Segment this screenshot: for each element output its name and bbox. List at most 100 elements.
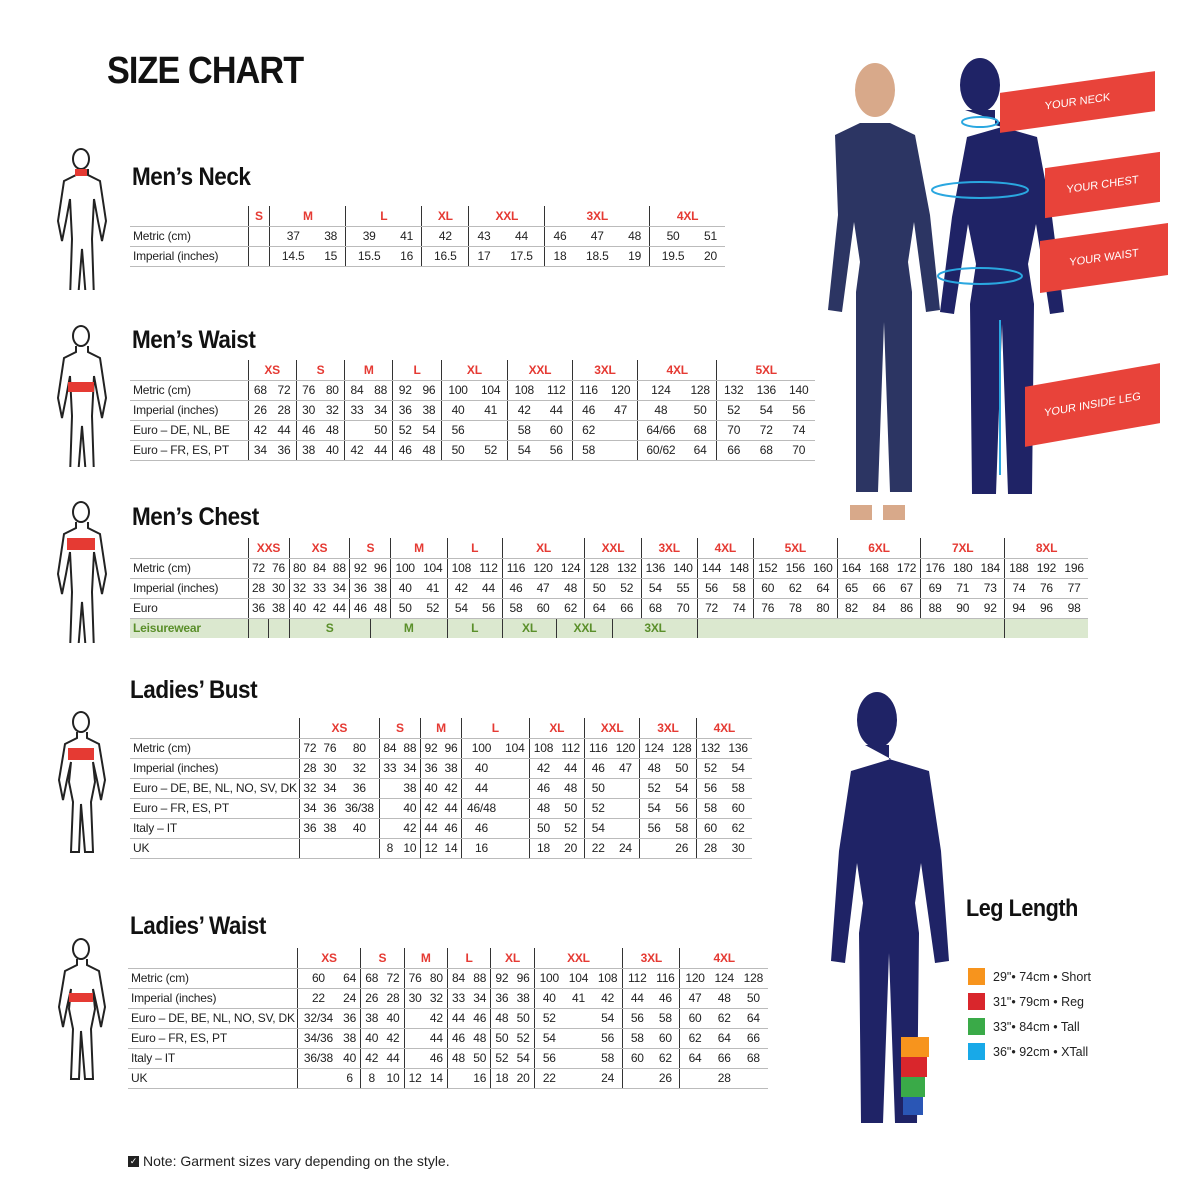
table-cell: 84 <box>344 380 369 401</box>
size-header-row: XXS XS S M L XL XXL 3XL 4XL 5XL 6XL 7XL 8XL <box>130 538 1088 559</box>
size-label: S <box>378 718 421 739</box>
size-label: M <box>390 538 448 559</box>
table-cell: 116 <box>571 380 605 401</box>
table-cell: 46/48 <box>461 798 501 819</box>
table-row: Italy – IT 36/38 40 42 44 46 48 50 52 54 56 58 60 62 6… <box>128 1048 768 1069</box>
leg-length-heading: Leg Length <box>966 895 1078 922</box>
table-cell: 44 <box>540 400 573 421</box>
table-cell: 172 <box>892 558 921 579</box>
table-cell: 33 <box>344 400 369 421</box>
table-cell: 41 <box>419 578 448 599</box>
table-cell: 34 <box>247 440 273 461</box>
size-label: 4XL <box>679 948 768 969</box>
table-cell: 43 <box>468 226 499 247</box>
table-cell: 73 <box>976 578 1005 599</box>
leisurewear-row: Leisurewear S M L XL XXL 3XL <box>130 618 1088 638</box>
size-label: M <box>269 206 346 227</box>
table-cell: 46 <box>528 778 558 799</box>
table-cell: 32 <box>298 778 320 799</box>
size-label: S <box>360 948 405 969</box>
size-label: 3XL <box>640 538 698 559</box>
mens-waist-table: XS S M L XL XXL 3XL 4XL 5XL Metric (cm) 68 72 76 80 84… <box>130 360 815 461</box>
size-label: M <box>403 948 448 969</box>
table-cell: 30 <box>268 578 289 599</box>
table-cell: 34 <box>319 778 340 799</box>
table-cell: 24 <box>593 1068 623 1089</box>
table-cell: 54 <box>724 758 752 779</box>
table-cell: 80 <box>288 558 310 579</box>
table-cell: 46 <box>425 1048 448 1069</box>
measurement-arrows <box>931 116 1029 475</box>
table-cell: 72 <box>272 380 297 401</box>
table-cell: 128 <box>667 738 697 759</box>
table-cell: 17.5 <box>498 246 545 267</box>
row-label: Metric (cm) <box>128 968 298 989</box>
table-cell: 20 <box>512 1068 535 1089</box>
table-cell: 50 <box>649 226 696 247</box>
table-cell: 120 <box>611 738 640 759</box>
table-cell: 40 <box>339 818 380 839</box>
table-cell: 42 <box>360 1048 383 1069</box>
table-cell: 196 <box>1060 558 1088 579</box>
table-cell: 32 <box>425 988 448 1009</box>
row-label: Metric (cm) <box>130 738 300 759</box>
table-cell: 19 <box>619 246 650 267</box>
table-cell: 112 <box>540 380 573 401</box>
table-cell: 66 <box>709 1048 739 1069</box>
table-cell: 22 <box>533 1068 564 1089</box>
table-cell: 46 <box>295 420 321 441</box>
row-label: Metric (cm) <box>130 558 248 579</box>
table-cell: 96 <box>512 968 535 989</box>
table-row: Imperial (inches) 28 30 32 33 34 36 38 40 42 44 46 4… <box>130 758 752 779</box>
table-cell: 28 <box>247 578 269 599</box>
table-cell: 76 <box>752 598 782 619</box>
table-cell: 108 <box>528 738 558 759</box>
table-cell: 68 <box>750 440 783 461</box>
table-cell: 124 <box>639 738 668 759</box>
table-cell: 38 <box>268 598 289 619</box>
table-cell: 76 <box>295 380 321 401</box>
table-cell: 52 <box>474 440 508 461</box>
table-cell: 54 <box>583 818 612 839</box>
row-label: Euro – FR, ES, PT <box>128 1028 298 1049</box>
table-cell: 28 <box>709 1068 739 1089</box>
size-label: XL <box>501 538 585 559</box>
leisurewear-cell: L <box>446 618 503 638</box>
table-cell: 44 <box>622 988 652 1009</box>
leisurewear-cell <box>696 618 1005 638</box>
mens-waist-heading: Men’s Waist <box>132 326 256 354</box>
table-cell: 77 <box>1060 578 1088 599</box>
table-cell: 76 <box>1032 578 1061 599</box>
table-cell: 128 <box>738 968 768 989</box>
table-cell: 34 <box>329 578 350 599</box>
table-cell: 52 <box>716 400 751 421</box>
size-label: XL <box>440 360 508 381</box>
size-label: XS <box>298 718 380 739</box>
table-cell: 48 <box>636 400 684 421</box>
table-cell: 82 <box>836 598 866 619</box>
row-label: Imperial (inches) <box>130 246 248 267</box>
table-cell: 58 <box>506 420 541 441</box>
table-cell: 46 <box>544 226 575 247</box>
table-cell: 24 <box>611 838 640 859</box>
table-cell: 62 <box>571 420 605 441</box>
table-cell: 42 <box>247 420 273 441</box>
header-spacer <box>130 718 300 739</box>
table-cell: 76 <box>403 968 426 989</box>
table-cell: 48 <box>446 1048 470 1069</box>
table-cell: 44 <box>425 1028 448 1049</box>
table-row: Imperial (inches) 14.5 15 15.5 16 16.5 17 17.5 1… <box>130 246 725 267</box>
table-cell: 92 <box>490 968 513 989</box>
size-label: 5XL <box>716 360 815 381</box>
table-cell: 68 <box>683 420 717 441</box>
table-cell: 44 <box>382 1048 405 1069</box>
table-cell <box>679 1068 710 1089</box>
table-cell: 64 <box>738 1008 768 1029</box>
table-cell: 41 <box>474 400 508 421</box>
female-outline-waist-icon <box>57 938 107 1080</box>
table-cell <box>501 818 530 839</box>
table-cell: 34 <box>368 400 393 421</box>
table-cell: 38 <box>360 1008 383 1029</box>
table-cell: 52 <box>695 758 725 779</box>
table-cell: 98 <box>1060 598 1088 619</box>
